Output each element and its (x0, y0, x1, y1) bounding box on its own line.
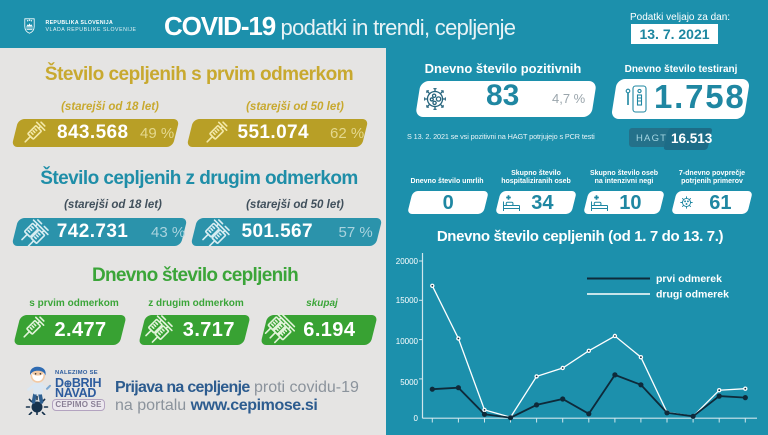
svg-text:10000: 10000 (396, 337, 419, 346)
svg-text:drugi odmerek: drugi odmerek (656, 289, 729, 301)
svg-text:20000: 20000 (396, 257, 419, 266)
svg-text:5000: 5000 (400, 378, 418, 387)
svg-text:15000: 15000 (396, 296, 419, 305)
svg-text:0: 0 (414, 414, 419, 423)
svg-text:prvi odmerek: prvi odmerek (656, 273, 722, 285)
